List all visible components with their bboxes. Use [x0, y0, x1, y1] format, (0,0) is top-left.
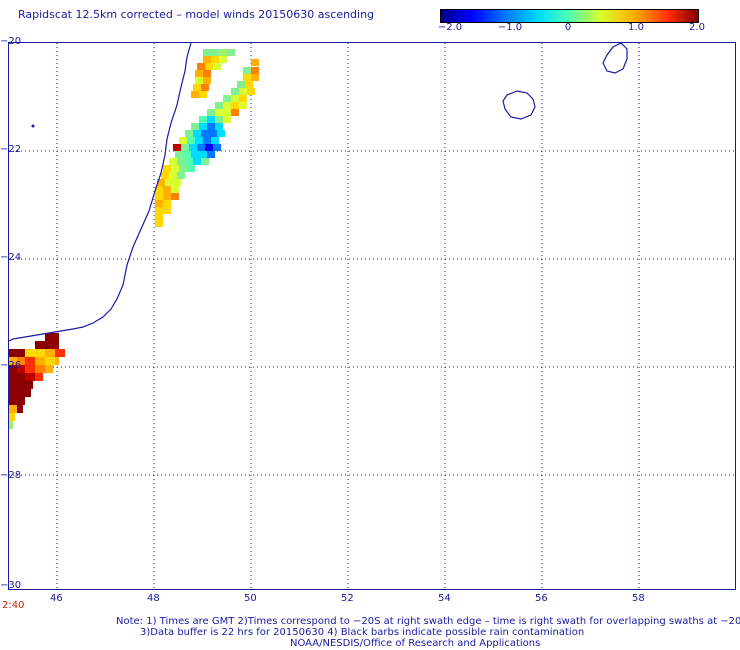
- reunion-island: [502, 90, 536, 120]
- lat-label: −22: [0, 144, 22, 155]
- lon-label: 58: [632, 593, 645, 604]
- time-label: 2:40: [2, 600, 25, 611]
- colorbar-label: 1.0: [628, 22, 644, 33]
- map-plot: [8, 42, 736, 590]
- lat-label: −30: [0, 580, 22, 591]
- note-line-1: Note: 1) Times are GMT 2)Times correspon…: [116, 616, 740, 627]
- small-island: [31, 124, 35, 128]
- note-line-3: NOAA/NESDIS/Office of Research and Appli…: [290, 638, 541, 649]
- lon-label: 46: [50, 593, 63, 604]
- wind-swath-upper: [155, 49, 259, 227]
- lon-label: 52: [341, 593, 354, 604]
- lat-label: −24: [0, 252, 22, 263]
- lon-label: 56: [535, 593, 548, 604]
- lon-label: 48: [147, 593, 160, 604]
- lat-label: −28: [0, 470, 22, 481]
- colorbar-label: −1.0: [497, 22, 523, 33]
- lat-label: −26: [0, 360, 22, 371]
- note-line-2: 3)Data buffer is 22 hrs for 20150630 4) …: [140, 627, 585, 638]
- madagascar-coastline: [9, 43, 192, 342]
- colorbar-label: −2.0: [437, 22, 463, 33]
- lon-label: 50: [244, 593, 257, 604]
- lat-label: −20: [0, 36, 22, 47]
- mauritius-island: [602, 43, 628, 74]
- map-title: Rapidscat 12.5km corrected – model winds…: [18, 8, 375, 21]
- grid: [9, 43, 735, 589]
- colorbar-label: 0: [564, 22, 572, 33]
- colorbar-label: 2.0: [689, 22, 705, 33]
- wind-swath-lower: [9, 333, 65, 429]
- lon-label: 54: [438, 593, 451, 604]
- colorbar: [440, 9, 699, 23]
- map-canvas: [9, 43, 735, 589]
